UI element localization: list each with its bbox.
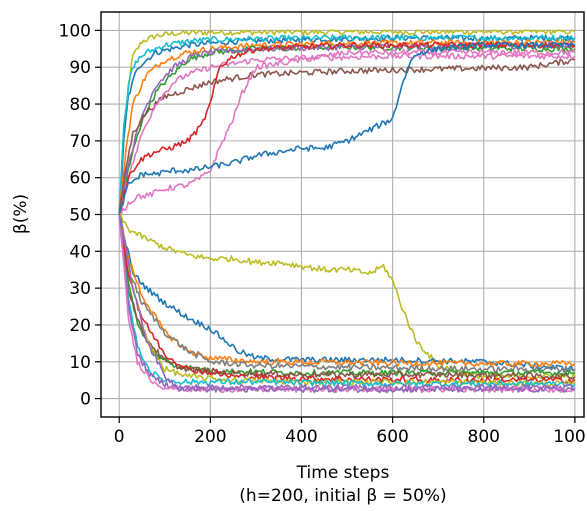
y-axis: 0 10 20 30 40 50 60 70 80 90 100 bbox=[59, 21, 101, 410]
series-line-9 bbox=[118, 41, 576, 215]
y-tick-label: 70 bbox=[69, 132, 91, 152]
series-line-1 bbox=[118, 29, 576, 215]
x-tick-label: 200 bbox=[194, 427, 226, 447]
series-line-20 bbox=[118, 214, 576, 388]
series-line-3 bbox=[118, 34, 576, 215]
y-tick-label: 90 bbox=[69, 58, 91, 78]
y-tick-label: 30 bbox=[69, 279, 91, 299]
series-line-23 bbox=[118, 214, 576, 394]
series-line-18 bbox=[118, 214, 575, 384]
y-tick-label: 0 bbox=[80, 390, 91, 410]
y-axis-label: β(%) bbox=[11, 194, 31, 234]
series-lines bbox=[118, 29, 576, 394]
x-axis-label: Time steps bbox=[296, 463, 390, 483]
y-tick-label: 20 bbox=[69, 316, 91, 336]
series-line-10 bbox=[119, 48, 576, 216]
series-line-5 bbox=[118, 43, 576, 215]
series-line-6 bbox=[118, 41, 576, 215]
y-tick-label: 50 bbox=[69, 206, 91, 226]
grid bbox=[101, 12, 584, 417]
x-tick-label: 600 bbox=[376, 427, 408, 447]
y-tick-label: 10 bbox=[69, 353, 91, 373]
x-axis-sublabel: (h=200, initial β = 50%) bbox=[239, 486, 446, 506]
y-tick-label: 100 bbox=[59, 21, 91, 41]
y-tick-label: 40 bbox=[69, 242, 91, 262]
series-line-17 bbox=[118, 214, 576, 381]
x-tick-label: 400 bbox=[285, 427, 317, 447]
series-line-8 bbox=[118, 52, 576, 215]
series-line-7 bbox=[118, 58, 576, 215]
series-line-12 bbox=[119, 213, 576, 381]
y-tick-label: 60 bbox=[69, 169, 91, 189]
series-line-2 bbox=[118, 34, 576, 215]
series-line-11 bbox=[118, 41, 576, 215]
series-line-14 bbox=[118, 214, 576, 368]
x-tick-label: 800 bbox=[468, 427, 500, 447]
y-tick-label: 80 bbox=[69, 95, 91, 115]
series-line-13 bbox=[118, 214, 576, 373]
x-tick-label: 0 bbox=[114, 427, 125, 447]
series-line-15 bbox=[118, 214, 576, 373]
